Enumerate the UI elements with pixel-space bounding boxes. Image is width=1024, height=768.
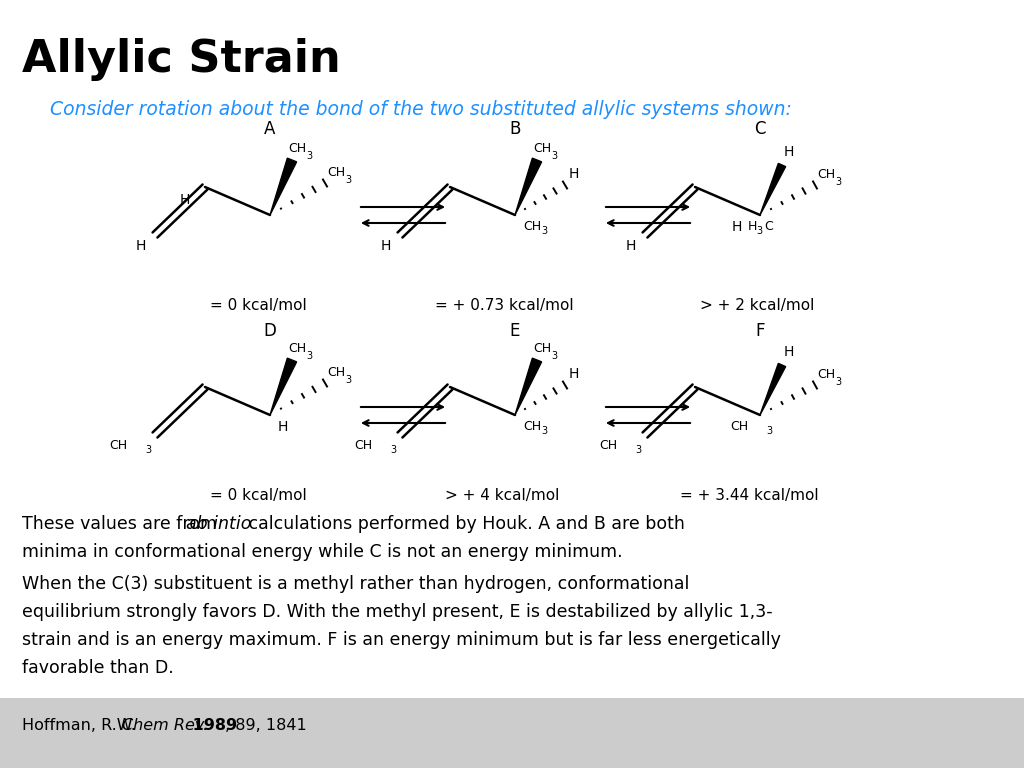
Text: > + 2 kcal/mol: > + 2 kcal/mol [700,298,814,313]
Text: calculations performed by Houk. A and B are both: calculations performed by Houk. A and B … [243,515,685,533]
Text: CH: CH [109,439,127,452]
Text: CH: CH [817,368,836,381]
Text: When the C(3) substituent is a methyl rather than hydrogen, conformational: When the C(3) substituent is a methyl ra… [22,575,689,593]
Text: Hoffman, R.W.: Hoffman, R.W. [22,718,141,733]
Text: C: C [755,120,766,138]
Text: CH: CH [327,366,345,379]
Text: CH: CH [599,439,617,452]
Text: H: H [381,239,391,253]
Polygon shape [270,158,297,215]
Text: 3: 3 [145,445,152,455]
Text: CH: CH [288,342,306,355]
Text: Consider rotation about the bond of the two substituted allylic systems shown:: Consider rotation about the bond of the … [50,100,792,119]
Text: CH: CH [523,220,541,233]
Text: 3: 3 [766,426,772,436]
Text: CH: CH [327,166,345,179]
Text: 3: 3 [635,445,641,455]
Text: H: H [731,220,742,234]
Text: H: H [180,193,190,207]
Text: D: D [263,322,276,340]
Text: These values are from: These values are from [22,515,222,533]
Text: A: A [264,120,275,138]
Text: CH: CH [817,168,836,181]
Text: 3: 3 [756,226,762,236]
Text: H: H [748,220,758,233]
Text: E: E [510,322,520,340]
Text: minima in conformational energy while C is not an energy minimum.: minima in conformational energy while C … [22,543,623,561]
Text: favorable than D.: favorable than D. [22,659,174,677]
Polygon shape [515,358,542,415]
Text: ab intio: ab intio [186,515,251,533]
Text: = 0 kcal/mol: = 0 kcal/mol [210,298,307,313]
Text: CH: CH [534,142,551,155]
Text: H: H [784,345,795,359]
Text: CH: CH [523,420,541,433]
Text: CH: CH [730,420,748,433]
Polygon shape [270,358,297,415]
Text: = 0 kcal/mol: = 0 kcal/mol [210,488,307,503]
Text: 3: 3 [345,175,351,185]
Text: 3: 3 [541,226,547,236]
Text: 3: 3 [835,377,841,387]
Polygon shape [760,363,785,415]
Text: , 89, 1841: , 89, 1841 [225,718,307,733]
Text: CH: CH [534,342,551,355]
Text: F: F [756,322,765,340]
Text: 3: 3 [541,426,547,436]
Text: 1989: 1989 [187,718,238,733]
Text: 3: 3 [345,375,351,385]
Text: H: H [569,367,580,381]
Text: H: H [278,420,289,434]
Text: 3: 3 [835,177,841,187]
Text: C: C [764,220,773,233]
Bar [0,698,1024,768]
Text: H: H [569,167,580,181]
Text: 3: 3 [551,351,557,361]
Text: = + 3.44 kcal/mol: = + 3.44 kcal/mol [680,488,818,503]
Text: 3: 3 [306,351,312,361]
Polygon shape [515,158,542,215]
Text: 3: 3 [306,151,312,161]
Text: CH: CH [354,439,372,452]
Text: H: H [626,239,636,253]
Text: > + 4 kcal/mol: > + 4 kcal/mol [445,488,559,503]
Text: B: B [509,120,520,138]
Text: Allylic Strain: Allylic Strain [22,38,341,81]
Text: strain and is an energy maximum. F is an energy minimum but is far less energeti: strain and is an energy maximum. F is an… [22,631,781,649]
Polygon shape [760,164,785,215]
Text: 3: 3 [551,151,557,161]
Text: 3: 3 [390,445,396,455]
Text: CH: CH [288,142,306,155]
Text: Chem Rev.: Chem Rev. [122,718,208,733]
Text: H: H [784,145,795,159]
Text: H: H [136,239,146,253]
Text: = + 0.73 kcal/mol: = + 0.73 kcal/mol [435,298,573,313]
Text: equilibrium strongly favors D. With the methyl present, E is destabilized by all: equilibrium strongly favors D. With the … [22,603,773,621]
